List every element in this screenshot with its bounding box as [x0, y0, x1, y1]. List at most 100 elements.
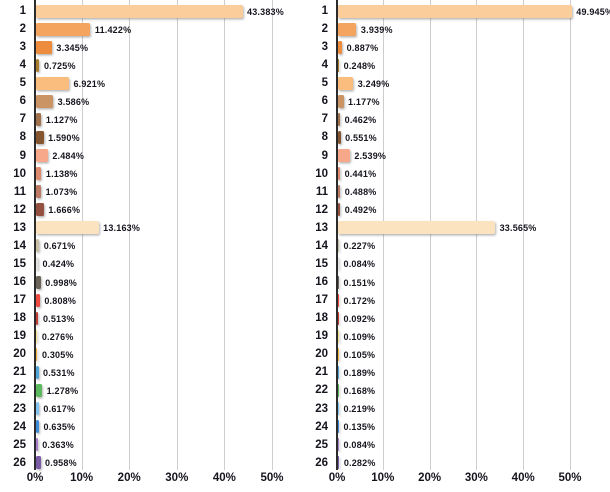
- bar-row: 18 0.092%: [305, 309, 610, 327]
- bar-row: 17 0.172%: [305, 291, 610, 309]
- bar: [36, 293, 40, 307]
- value-label: 0.725%: [43, 60, 76, 71]
- bar-row: 8 1.590%: [0, 128, 305, 146]
- category-label: 11: [315, 185, 328, 198]
- bar: [36, 383, 43, 397]
- value-label: 0.424%: [42, 259, 75, 270]
- value-label: 6.921%: [73, 78, 106, 89]
- bar-row: 21 0.189%: [305, 363, 610, 381]
- value-label: 1.138%: [45, 169, 78, 180]
- bar: [36, 239, 40, 253]
- value-label: 0.092%: [343, 313, 376, 324]
- category-label: 5: [19, 77, 26, 90]
- value-label: 0.363%: [42, 440, 74, 451]
- category-label: 14: [13, 239, 26, 252]
- bar: [338, 239, 340, 253]
- bar-row: 12 0.492%: [305, 201, 610, 219]
- gridline: [224, 0, 226, 470]
- category-label: 3: [321, 41, 328, 54]
- category-label: 13: [13, 221, 26, 234]
- value-label: 0.219%: [343, 404, 376, 415]
- bar: [36, 40, 52, 54]
- value-label: 2.484%: [52, 151, 85, 162]
- bar-row: 14 0.671%: [0, 237, 305, 255]
- category-label: 25: [315, 438, 328, 451]
- x-tick-label: 40%: [511, 472, 535, 484]
- bar-row: 24 0.135%: [305, 418, 610, 436]
- category-label: 8: [321, 131, 328, 144]
- bar: [36, 58, 40, 72]
- bar-row: 15 0.424%: [0, 255, 305, 273]
- value-label: 3.345%: [56, 42, 89, 53]
- value-label: 49.945%: [576, 6, 610, 17]
- category-label: 4: [321, 59, 328, 72]
- category-label: 23: [315, 402, 328, 415]
- value-label: 33.565%: [499, 223, 537, 234]
- category-label: 5: [321, 77, 328, 90]
- bar-row: 12 1.666%: [0, 201, 305, 219]
- value-label: 0.276%: [41, 331, 74, 342]
- bar: [36, 438, 38, 452]
- bar-row: 18 0.513%: [0, 309, 305, 327]
- bar-row: 10 1.138%: [0, 165, 305, 183]
- category-label: 25: [13, 438, 26, 451]
- bar-row: 6 3.586%: [0, 92, 305, 110]
- category-label: 18: [13, 312, 26, 325]
- category-label: 3: [19, 41, 26, 54]
- value-label: 43.383%: [247, 6, 284, 17]
- bar: [36, 76, 69, 90]
- gridline: [382, 0, 384, 470]
- value-label: 0.617%: [43, 404, 76, 415]
- bar-row: 24 0.635%: [0, 418, 305, 436]
- bar-row: 13 33.565%: [305, 219, 610, 237]
- category-label: 12: [13, 203, 26, 216]
- bar: [338, 112, 341, 126]
- bar-row: 14 0.227%: [305, 237, 610, 255]
- x-tick-label: 50%: [558, 472, 582, 484]
- category-label: 20: [315, 348, 328, 361]
- value-label: 0.808%: [44, 295, 77, 306]
- bar-row: 1 43.383%: [0, 2, 305, 20]
- bar-row: 19 0.276%: [0, 327, 305, 345]
- category-label: 10: [13, 167, 26, 180]
- value-label: 0.084%: [343, 259, 376, 270]
- plot-area-right: 1 49.945% 2 3.939% 3 0.887% 4 0.248% 5 3.249% 6 1.1…: [305, 0, 610, 470]
- value-label: 0.635%: [43, 422, 76, 433]
- x-tick-label: 30%: [464, 472, 488, 484]
- gridline: [176, 0, 178, 470]
- bar: [36, 311, 39, 325]
- bar: [36, 112, 42, 126]
- bar-row: 6 1.177%: [305, 92, 610, 110]
- chart-left: 1 43.383% 2 11.422% 3 3.345% 4 0.725% 5 6.921% 6 3.…: [0, 0, 305, 484]
- bar: [36, 130, 44, 144]
- bar: [338, 420, 339, 434]
- bar: [36, 347, 38, 361]
- category-label: 16: [13, 276, 26, 289]
- bar-row: 20 0.105%: [305, 345, 610, 363]
- bar-row: 10 0.441%: [305, 165, 610, 183]
- gridline: [523, 0, 525, 470]
- bar-row: 3 0.887%: [305, 38, 610, 56]
- bar-row: 4 0.725%: [0, 56, 305, 74]
- bar: [338, 167, 341, 181]
- bar: [36, 456, 41, 470]
- x-tick-label: 0%: [26, 472, 44, 484]
- bar: [338, 94, 344, 108]
- category-label: 15: [13, 257, 26, 270]
- value-label: 0.998%: [45, 277, 77, 288]
- bar-row: 3 3.345%: [0, 38, 305, 56]
- bar-row: 2 11.422%: [0, 20, 305, 38]
- bar-row: 4 0.248%: [305, 56, 610, 74]
- value-label: 0.227%: [343, 241, 376, 252]
- bar-row: 13 13.163%: [0, 219, 305, 237]
- category-label: 23: [13, 402, 26, 415]
- bar: [338, 329, 339, 343]
- bar: [36, 22, 91, 36]
- bar: [338, 185, 341, 199]
- bar: [36, 275, 41, 289]
- value-label: 0.551%: [345, 132, 377, 143]
- gridline: [570, 0, 571, 470]
- category-label: 8: [19, 131, 26, 144]
- value-label: 0.282%: [343, 458, 376, 469]
